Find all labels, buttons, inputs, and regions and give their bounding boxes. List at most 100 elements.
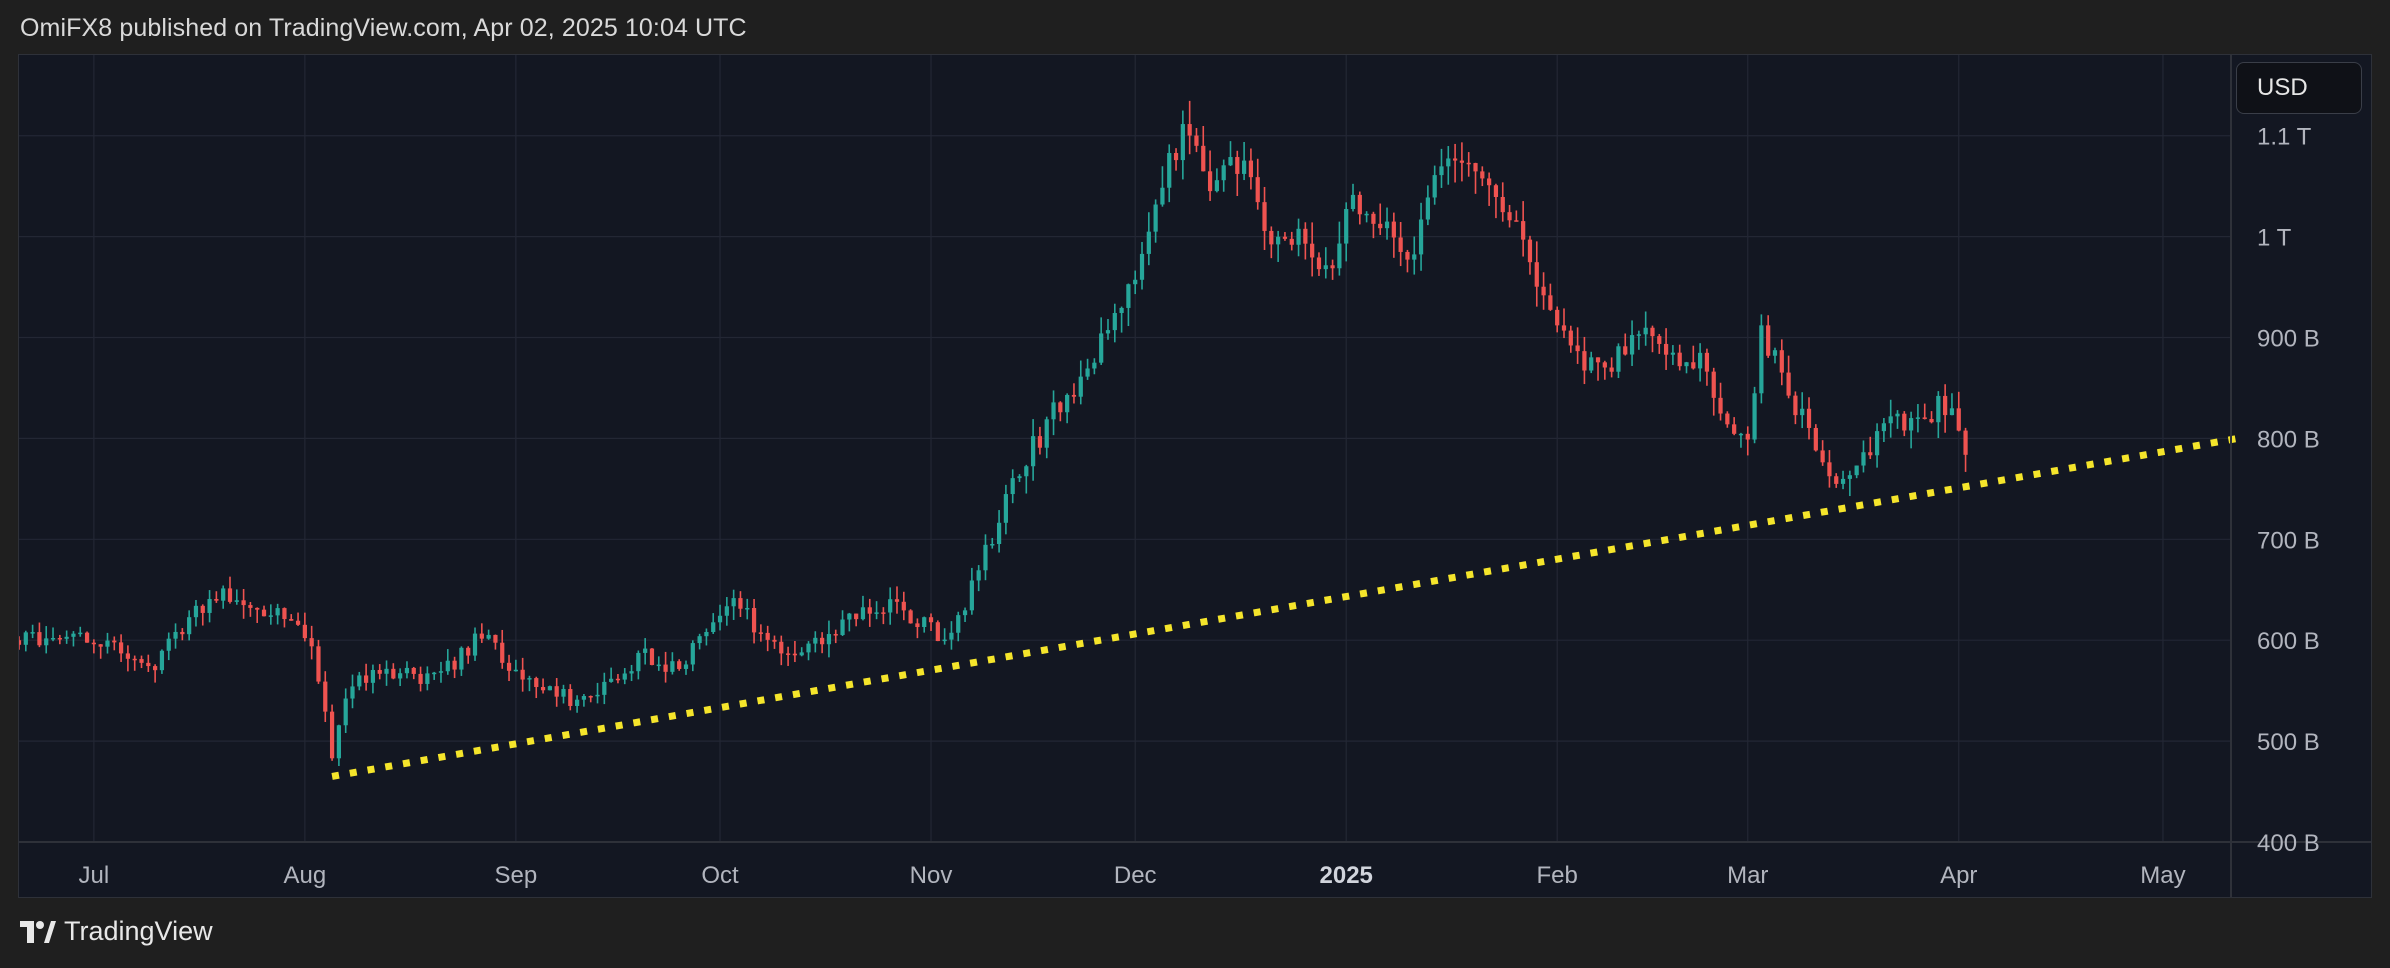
candle-down	[1459, 160, 1465, 163]
candle-down	[255, 607, 260, 610]
candle-up	[1092, 362, 1097, 369]
time-axis[interactable]: Jul Aug Sep Oct Nov Dec 2025 Feb Mar Apr May	[79, 862, 2186, 889]
candle-down	[1255, 177, 1260, 203]
candle-down	[1303, 228, 1308, 244]
candle-up	[1432, 175, 1437, 198]
candle-up	[840, 619, 845, 635]
candle-up	[1078, 376, 1083, 397]
candle-down	[479, 633, 484, 639]
candle-down	[534, 678, 539, 688]
candle-up	[1167, 153, 1172, 188]
candle-down	[751, 607, 757, 633]
candle-up	[445, 660, 450, 672]
candle-down	[1398, 237, 1403, 252]
candle-down	[1820, 450, 1825, 463]
candle-down	[1806, 408, 1812, 428]
grid	[19, 55, 2231, 843]
candle-up	[1126, 284, 1131, 308]
candle-down	[302, 624, 307, 639]
x-tick-label: Jul	[79, 862, 110, 889]
support-trendline[interactable]	[331, 434, 2239, 780]
candle-down	[1391, 221, 1396, 238]
candle-up	[64, 636, 69, 639]
candle-up	[1425, 197, 1430, 220]
tradingview-logo[interactable]: TradingView	[20, 916, 213, 947]
candle-up	[404, 667, 410, 674]
candle-up	[1160, 187, 1165, 205]
candle-up	[384, 668, 389, 674]
candle-down	[506, 662, 512, 671]
candle-down	[785, 653, 791, 655]
publisher-caption: OmiFX8 published on TradingView.com, Apr…	[20, 14, 747, 42]
candle-down	[57, 637, 62, 640]
candle-down	[1371, 213, 1376, 224]
candle-down	[1521, 221, 1526, 240]
candle-down	[758, 632, 763, 634]
chart-area[interactable]: 400 B 500 B 600 B 700 B 800 B 900 B 1 T 1.1 T J…	[16, 54, 2372, 898]
candle-up	[643, 648, 648, 653]
price-axis[interactable]: 400 B 500 B 600 B 700 B 800 B 900 B 1 T 1.1 T	[2257, 124, 2320, 857]
candle-up	[1629, 335, 1635, 355]
candle-up	[173, 631, 178, 639]
candle-down	[1405, 251, 1410, 260]
candle-down	[1929, 418, 1934, 423]
candle-up	[187, 617, 192, 635]
candle-down	[1575, 345, 1580, 352]
candle-down	[418, 673, 423, 684]
candle-down	[1037, 436, 1043, 448]
candle-up	[1861, 452, 1866, 466]
candle-up	[71, 633, 76, 637]
x-tick-label: Feb	[1537, 862, 1578, 889]
candle-down	[200, 605, 205, 613]
candle-up	[1350, 194, 1356, 210]
candle-up	[697, 636, 702, 644]
candle-up	[799, 652, 804, 656]
candle-down	[1493, 185, 1499, 197]
candle-up	[350, 686, 355, 699]
x-tick-label: Oct	[701, 862, 739, 889]
candle-up	[1276, 236, 1281, 245]
candle-up	[1065, 394, 1070, 413]
candle-up	[1337, 243, 1342, 269]
candle-down	[1582, 351, 1587, 371]
candle-up	[996, 522, 1002, 545]
candle-up	[23, 632, 28, 645]
candle-up	[1133, 279, 1138, 285]
candle-down	[820, 637, 825, 645]
candle-down	[323, 681, 328, 712]
candle-up	[221, 588, 226, 601]
candle-up	[1112, 313, 1117, 331]
candle-down	[1922, 417, 1927, 419]
candle-up	[193, 605, 199, 618]
x-tick-label: 2025	[1320, 862, 1373, 889]
candle-up	[976, 570, 981, 581]
candle-up	[44, 638, 49, 646]
candle-up	[1895, 413, 1900, 417]
candle-up	[1915, 417, 1921, 419]
candle-down	[1609, 367, 1614, 372]
candle-down	[309, 638, 314, 647]
candle-down	[1201, 145, 1206, 172]
y-tick-label: 800 B	[2257, 426, 2320, 453]
candlestick-chart[interactable]: 400 B 500 B 600 B 700 B 800 B 900 B 1 T 1.1 T J…	[16, 55, 2371, 897]
candle-down	[98, 644, 103, 647]
candle-up	[1670, 352, 1676, 355]
candle-up	[745, 607, 750, 610]
candle-down	[881, 612, 886, 614]
candle-up	[1384, 221, 1390, 229]
candle-up	[1881, 423, 1886, 432]
candle-up	[1759, 325, 1764, 394]
candle-down	[1480, 171, 1485, 179]
candle-down	[1834, 476, 1839, 484]
candle-up	[860, 607, 866, 620]
candle-down	[901, 601, 906, 611]
candle-down	[180, 631, 185, 635]
candle-down	[132, 658, 137, 661]
y-tick-label: 1 T	[2257, 225, 2292, 252]
candle-down	[1704, 352, 1710, 372]
currency-button[interactable]: USD	[2236, 62, 2362, 114]
candle-up	[105, 640, 110, 647]
candle-down	[1378, 223, 1383, 229]
candle-down	[908, 610, 913, 624]
y-tick-label: 600 B	[2257, 628, 2320, 655]
